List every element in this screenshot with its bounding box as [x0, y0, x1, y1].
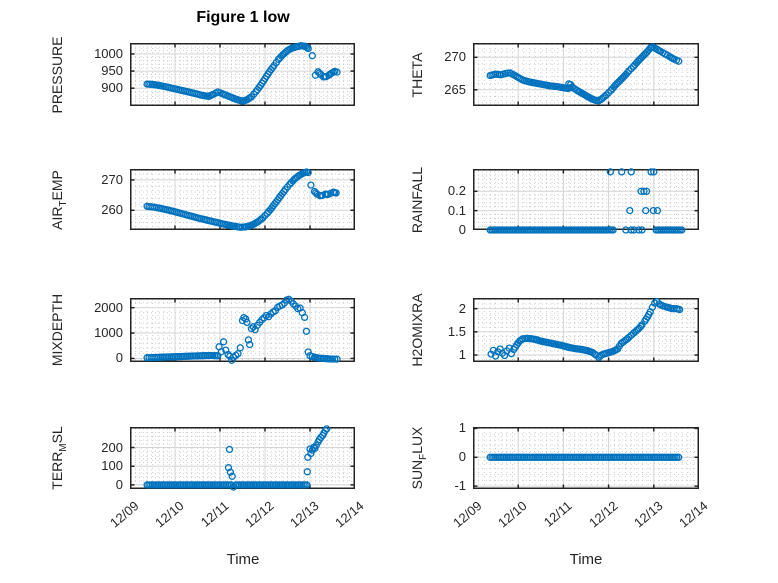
- x-tick-label: 12/14: [332, 498, 367, 531]
- y-axis-label-sun-flux: SUNFLUX: [409, 426, 429, 490]
- data-series-h2omixra: [487, 298, 684, 362]
- x-tick-label: 12/10: [152, 498, 187, 531]
- x-tick-label: 12/09: [107, 498, 142, 531]
- data-series-sun-flux: [486, 453, 683, 461]
- x-tick-label: 12/14: [676, 498, 711, 531]
- plot-area-theta: [473, 43, 699, 106]
- data-series-pressure: [143, 42, 341, 105]
- y-tick-label: 0: [458, 449, 466, 465]
- x-tick-label: 12/13: [630, 498, 666, 531]
- x-axis-label-left: Time: [226, 551, 260, 568]
- major-grid: [474, 44, 698, 105]
- y-tick-label: 0.2: [447, 183, 466, 199]
- y-tick-label: 270: [444, 49, 466, 65]
- plot-area-sun-flux: [473, 427, 699, 489]
- y-tick-label: 265: [444, 81, 466, 97]
- x-tick-label: 12/13: [287, 498, 322, 531]
- y-tick-label: 2000: [94, 299, 123, 315]
- plot-area-h2omixra: [473, 298, 699, 362]
- data-series-mixdepth: [143, 295, 341, 364]
- axes-box: [473, 298, 699, 362]
- y-axis-label-terr-msl: TERRMSL: [49, 426, 69, 490]
- plot-area-air-temp: [130, 168, 355, 231]
- plot-area-terr-msl: [130, 425, 355, 491]
- y-tick-label: 2: [458, 300, 466, 316]
- y-tick-label: 1000: [94, 325, 123, 341]
- minor-grid: [131, 170, 354, 229]
- y-tick-label: 100: [101, 458, 123, 474]
- axes-box: [473, 427, 699, 489]
- y-tick-label: 270: [101, 171, 123, 187]
- data-series-theta: [486, 43, 683, 105]
- minor-grid: [474, 428, 698, 488]
- figure-title: Figure 1 low: [196, 9, 290, 26]
- x-tick-label: 12/09: [450, 498, 485, 531]
- y-tick-label: 200: [101, 439, 123, 455]
- y-tick-label: -1: [454, 478, 466, 494]
- y-tick-label: 0: [458, 222, 466, 237]
- data-series-rainfall: [486, 168, 686, 234]
- plot-area-pressure: [130, 42, 355, 106]
- major-grid: [474, 299, 698, 361]
- axes-box: [130, 43, 355, 106]
- y-tick-label: 260: [101, 202, 123, 218]
- y-tick-label: 1: [458, 347, 466, 363]
- data-series-terr-msl: [143, 425, 331, 491]
- y-tick-label: 1000: [94, 45, 123, 61]
- y-tick-label: 0: [115, 476, 123, 492]
- minor-grid: [131, 299, 354, 361]
- x-tick-label: 12/11: [541, 498, 576, 530]
- y-tick-label: 0: [115, 350, 123, 366]
- x-tick-label: 12/11: [197, 498, 232, 530]
- x-tick-label: 12/12: [242, 498, 277, 531]
- x-tick-label: 12/10: [495, 498, 530, 531]
- x-tick-label: 12/12: [585, 498, 621, 531]
- y-tick-label: 0.1: [447, 202, 466, 218]
- plot-area-mixdepth: [130, 295, 355, 364]
- plot-area-rainfall: [473, 168, 699, 234]
- minor-grid: [474, 170, 698, 229]
- y-tick-label: 900: [101, 80, 123, 96]
- x-axis-label-right: Time: [569, 551, 603, 568]
- y-tick-label: 950: [101, 63, 123, 79]
- y-tick-label: 1: [458, 420, 466, 436]
- data-series-air-temp: [143, 168, 340, 231]
- y-tick-label: 1.5: [447, 323, 466, 339]
